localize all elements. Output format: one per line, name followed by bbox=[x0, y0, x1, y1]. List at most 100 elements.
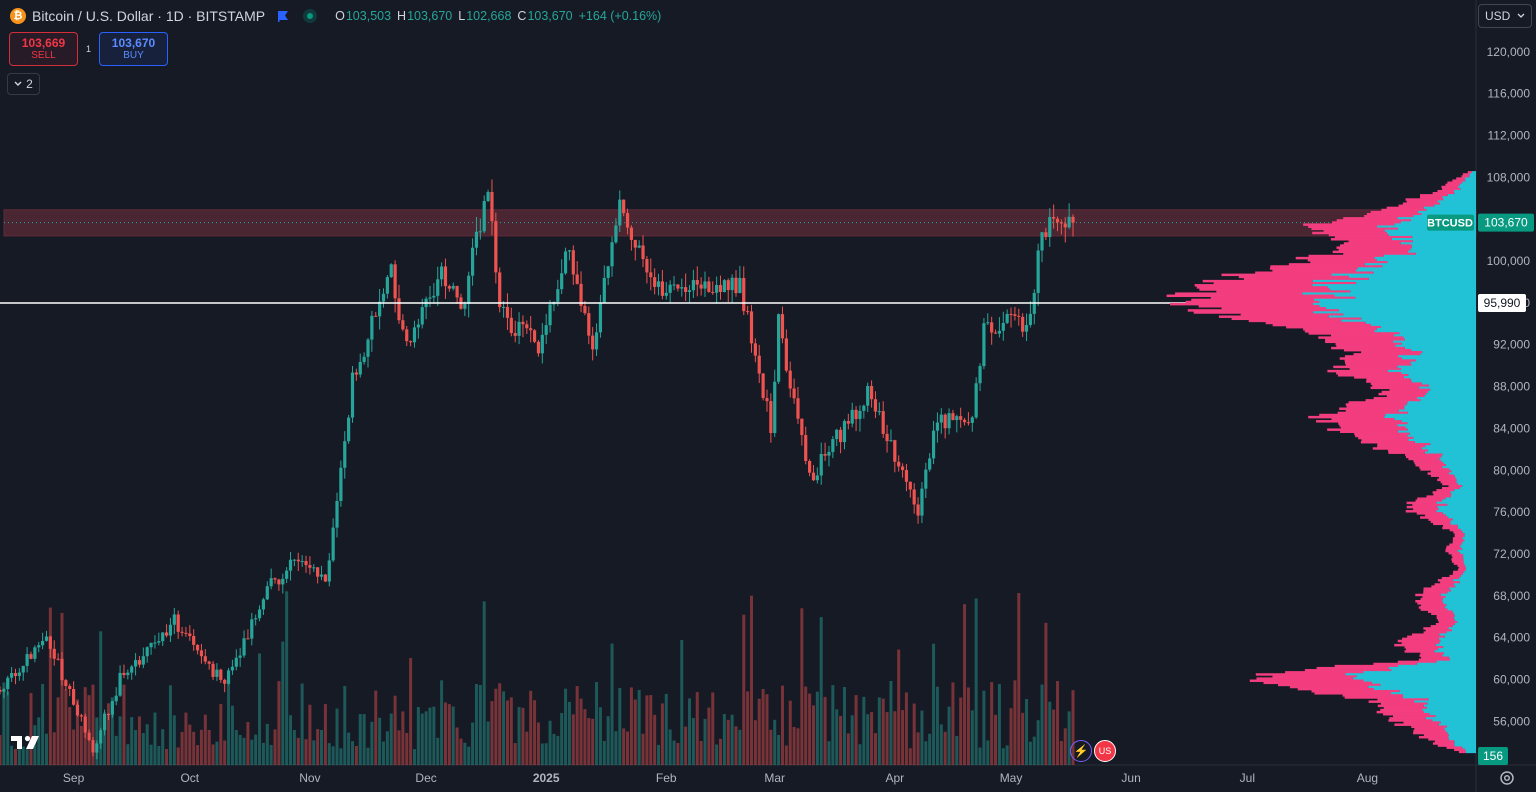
candle-body bbox=[296, 559, 300, 562]
candle-body bbox=[997, 330, 1002, 334]
volume-bar bbox=[374, 690, 378, 765]
volume-bar bbox=[343, 686, 347, 765]
volume-profile-row-up bbox=[1454, 742, 1476, 745]
volume-profile-row-down bbox=[1383, 706, 1427, 710]
candle-body bbox=[920, 488, 924, 516]
time-tick-label: Sep bbox=[63, 771, 85, 785]
candle-body bbox=[943, 414, 947, 429]
volume-bar bbox=[1048, 701, 1052, 765]
candle-body bbox=[409, 341, 413, 343]
volume-bar bbox=[308, 704, 312, 765]
volume-profile-row-up bbox=[1407, 401, 1476, 404]
volume-profile-row-up bbox=[1430, 443, 1476, 446]
volume-profile-row-down bbox=[1381, 390, 1429, 394]
volume-profile-row-up bbox=[1440, 593, 1476, 597]
candle-body bbox=[800, 418, 804, 436]
ohlc-high: 103,670 bbox=[407, 9, 453, 23]
volume-profile-row-down bbox=[1319, 413, 1386, 417]
candle-body bbox=[122, 672, 126, 676]
candle-body bbox=[37, 645, 41, 648]
volume-bar bbox=[351, 741, 355, 765]
volume-profile-row-up bbox=[1415, 252, 1476, 256]
buy-button[interactable]: 103,670 BUY bbox=[99, 32, 168, 66]
volume-profile-row-down bbox=[1361, 351, 1423, 354]
volume-profile-row-down bbox=[1415, 463, 1446, 467]
settings-gear-icon[interactable] bbox=[1497, 768, 1517, 788]
volume-profile-row-up bbox=[1411, 380, 1476, 383]
volume-profile-row-down bbox=[1370, 210, 1418, 214]
volume-profile-row-up bbox=[1361, 317, 1476, 321]
volume-profile-row-down bbox=[1436, 489, 1455, 492]
flag-icon[interactable] bbox=[277, 10, 289, 22]
volume-bar bbox=[424, 711, 428, 765]
volume-profile-row-down bbox=[1449, 574, 1461, 578]
volume-bar bbox=[467, 746, 471, 765]
sell-button[interactable]: 103,669 SELL bbox=[9, 32, 78, 66]
volume-profile-row-up bbox=[1450, 658, 1476, 662]
candle-body bbox=[168, 624, 173, 636]
us-flag-icon[interactable]: US bbox=[1094, 740, 1116, 762]
volume-profile-row-down bbox=[1286, 325, 1381, 329]
volume-profile-row-down bbox=[1272, 675, 1357, 678]
lightning-icon[interactable]: ⚡ bbox=[1070, 740, 1092, 762]
volume-profile-row-up bbox=[1319, 304, 1476, 308]
volume-profile-row-down bbox=[1437, 189, 1455, 193]
volume-bar bbox=[106, 703, 110, 765]
volume-profile-row-up bbox=[1313, 311, 1476, 314]
volume-profile-row-up bbox=[1466, 568, 1476, 572]
volume-profile-row-up bbox=[1423, 206, 1476, 210]
candle-body bbox=[974, 383, 978, 418]
candle-body bbox=[389, 264, 393, 278]
volume-profile-row-up bbox=[1417, 210, 1476, 214]
candle-body bbox=[792, 388, 796, 399]
volume-profile-row-down bbox=[1462, 173, 1470, 176]
volume-profile-row-down bbox=[1420, 608, 1448, 611]
symbol-header[interactable]: ₿ Bitcoin / U.S. Dollar · 1D · BITSTAMP … bbox=[10, 6, 661, 26]
volume-profile-row-up bbox=[1419, 386, 1476, 390]
candle-body bbox=[137, 660, 142, 665]
candle-body bbox=[397, 298, 401, 321]
volume-profile-row-down bbox=[1452, 537, 1463, 540]
volume-profile-row-down bbox=[1440, 581, 1460, 584]
volume-profile-row-down bbox=[1332, 250, 1408, 254]
volume-bar bbox=[997, 684, 1001, 765]
volume-profile-row-up bbox=[1356, 281, 1476, 285]
volume-bar bbox=[327, 743, 331, 765]
candle-body bbox=[304, 561, 308, 566]
candle-body bbox=[1067, 216, 1071, 228]
volume-profile-row-down bbox=[1345, 363, 1412, 367]
volume-profile-row-down bbox=[1423, 631, 1447, 634]
candle-body bbox=[335, 500, 339, 528]
volume-profile-row-up bbox=[1404, 407, 1476, 410]
volume-bar bbox=[304, 739, 308, 765]
volume-profile-row-down bbox=[1418, 735, 1449, 739]
tradingview-logo-icon[interactable] bbox=[10, 734, 46, 750]
volume-bar bbox=[432, 706, 436, 765]
volume-profile-row-down bbox=[1331, 346, 1405, 350]
candle-body bbox=[749, 311, 754, 344]
volume-profile-row-up bbox=[1445, 729, 1476, 733]
candle-body bbox=[203, 656, 207, 662]
volume-profile-row-up bbox=[1450, 495, 1476, 498]
volume-profile-row-up bbox=[1437, 200, 1476, 203]
candle-body bbox=[835, 429, 839, 440]
volume-profile-row-down bbox=[1345, 409, 1399, 413]
candle-body bbox=[742, 277, 746, 312]
volume-profile-row-down bbox=[1449, 528, 1462, 532]
volume-profile-row-down bbox=[1445, 547, 1463, 551]
indicators-toggle-button[interactable]: 2 bbox=[7, 73, 40, 95]
symbol-title[interactable]: Bitcoin / U.S. Dollar · 1D · BITSTAMP bbox=[32, 8, 266, 24]
volume-bar bbox=[289, 715, 293, 765]
volume-profile-row-down bbox=[1451, 558, 1464, 561]
volume-profile-row-down bbox=[1343, 252, 1416, 256]
volume-profile-row-up bbox=[1456, 480, 1476, 484]
buy-price: 103,670 bbox=[111, 36, 156, 50]
time-tick-label: Aug bbox=[1357, 771, 1378, 785]
currency-selector[interactable]: USD bbox=[1478, 4, 1532, 28]
candle-body bbox=[343, 441, 347, 468]
volume-profile-row-down bbox=[1386, 394, 1425, 398]
volume-bar bbox=[33, 725, 37, 765]
candle-body bbox=[281, 578, 285, 585]
candle-body bbox=[738, 277, 742, 294]
